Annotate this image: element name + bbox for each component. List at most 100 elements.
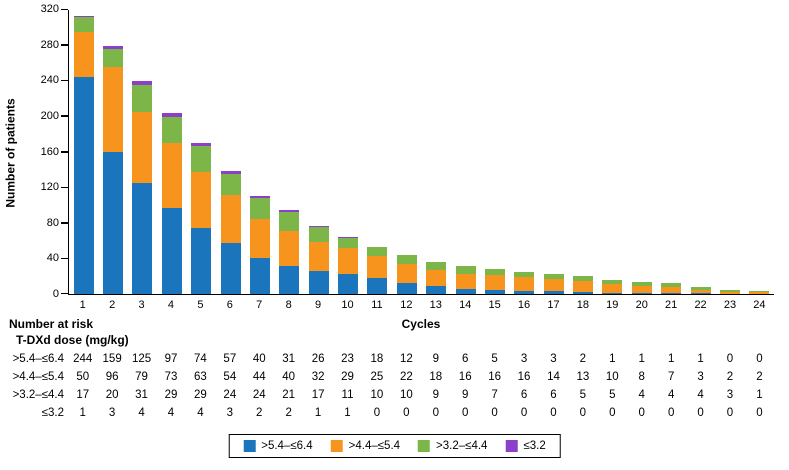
bar-cycle-15 [480,269,509,294]
risk-rows: >5.4–≤6.4 244 159 125 97 74 57 40 31 26 23 18 12 9 6 5 3… [0,350,789,422]
risk-value: 18 [370,353,384,365]
bar-segment-series-2 [514,277,535,292]
risk-value: 0 [432,407,439,419]
plot-area: 0 40 80 120 160 200 240 280 320 [41,3,774,300]
bar-segment-series-3 [367,246,388,256]
bar-segment-series-2 [249,219,270,259]
risk-value: 9 [432,353,439,365]
bar-segment-series-1 [279,266,300,294]
bar-cycle-14 [451,266,480,294]
risk-row-label: ≤3.2 [41,407,64,419]
bar-cycle-8 [275,210,304,294]
risk-value: 9 [432,389,439,401]
risk-value: 3 [520,353,528,365]
risk-value: 5 [579,389,587,401]
legend-label: >3.2–≤4.4 [436,440,488,452]
bar-segment-series-2 [279,230,300,267]
bar-segment-series-2 [367,255,388,278]
risk-row-values: 17 20 31 29 29 24 24 21 17 11 10 10 9 9 7 6 6 5 5 4 4 4 3 1 [68,386,774,404]
risk-value: 12 [399,353,413,365]
bar-cycle-22 [686,286,715,294]
risk-value: 18 [429,371,443,383]
risk-value: 79 [135,371,148,383]
risk-value: 6 [520,389,528,401]
bar-segment-series-2 [602,284,623,294]
bar-segment-series-1 [161,207,182,294]
bar-segment-series-1 [132,182,153,294]
risk-value: 1 [344,407,351,419]
bar-segment-series-2 [220,195,241,244]
x-tick-labels: 1 2 3 4 5 6 7 8 9 10 11 12 13 14 15 16 17 18 19 20 21 22 23 24 [68,299,774,311]
risk-value: 21 [282,389,296,401]
y-tick-mark [61,8,68,10]
risk-value: 0 [726,407,734,419]
bar-segment-series-1 [367,277,388,294]
bar-segment-series-4 [279,210,300,213]
x-tick-label: 17 [547,299,560,311]
bar-segment-series-4 [249,196,270,198]
x-tick-label: 2 [109,299,116,311]
risk-value: 5 [609,389,616,401]
x-tick-label: 23 [723,299,737,311]
y-tick-label: 160 [40,145,59,158]
bar-segment-series-1 [191,228,212,294]
bar-cycle-21 [657,283,686,294]
bar-cycle-3 [128,81,157,294]
risk-value: 50 [76,371,90,383]
bar-cycle-10 [333,237,362,294]
x-tick-label: 9 [315,299,322,311]
bar-segment-series-3 [103,49,124,67]
bar-segment-series-3 [455,266,476,275]
y-tick-label: 200 [40,109,59,122]
risk-value: 0 [756,353,763,365]
legend-entry-3: >3.2–≤4.4 [418,440,487,452]
bar-segment-series-3 [690,286,711,291]
bar-segment-series-2 [749,292,770,294]
y-tick-label: 320 [40,3,59,15]
risk-value: 32 [311,371,325,383]
bar-cycle-11 [363,246,392,294]
bar-segment-series-3 [543,273,564,279]
y-tick-mark [61,257,68,260]
risk-value: 24 [252,389,266,401]
risk-row-4: ≤3.2 1 3 4 4 4 3 2 2 1 1 0 0 0 0 0 0 0 0 0 0 0 0 0 0 [0,404,789,422]
y-tick-label: 120 [40,181,59,194]
legend-entry-1: >5.4–≤6.4 [243,440,313,452]
y-tick-label: 240 [40,74,59,87]
risk-value: 74 [194,353,207,365]
x-axis-title: Cycles [401,317,441,331]
bar-cycle-23 [715,289,744,294]
bar-segment-series-2 [719,292,740,294]
bar-segment-series-3 [573,276,594,281]
bar-segment-series-1 [690,293,711,294]
y-tick-label: 0 [52,288,59,300]
bar-segment-series-4 [103,46,124,50]
risk-value: 40 [252,353,266,365]
risk-value: 25 [370,371,384,383]
bar-cycle-4 [157,113,186,294]
risk-value: 0 [579,407,587,419]
risk-value: 0 [520,407,528,419]
bar-cycle-20 [627,282,656,294]
bar-segment-series-3 [396,254,417,264]
y-tick-label: 80 [46,216,59,229]
risk-value: 13 [576,371,590,383]
bar-segment-series-1 [455,288,476,294]
bar-cycle-19 [598,279,627,294]
x-tick-label: 24 [753,299,766,311]
y-tick-mark [61,151,68,153]
bar-segment-series-2 [543,278,564,292]
risk-value: 3 [108,407,116,419]
bar-cycle-12 [392,254,421,294]
risk-value: 2 [256,407,263,419]
x-tick-label: 13 [429,299,442,311]
risk-value: 3 [226,407,234,419]
risk-value: 31 [135,389,148,401]
legend-label: ≤3.2 [523,440,546,452]
bar-segment-series-2 [132,112,153,183]
x-tick-label: 6 [226,299,233,311]
risk-value: 1 [667,353,675,365]
bar-segment-series-4 [161,113,182,117]
bar-segment-series-3 [132,84,153,113]
